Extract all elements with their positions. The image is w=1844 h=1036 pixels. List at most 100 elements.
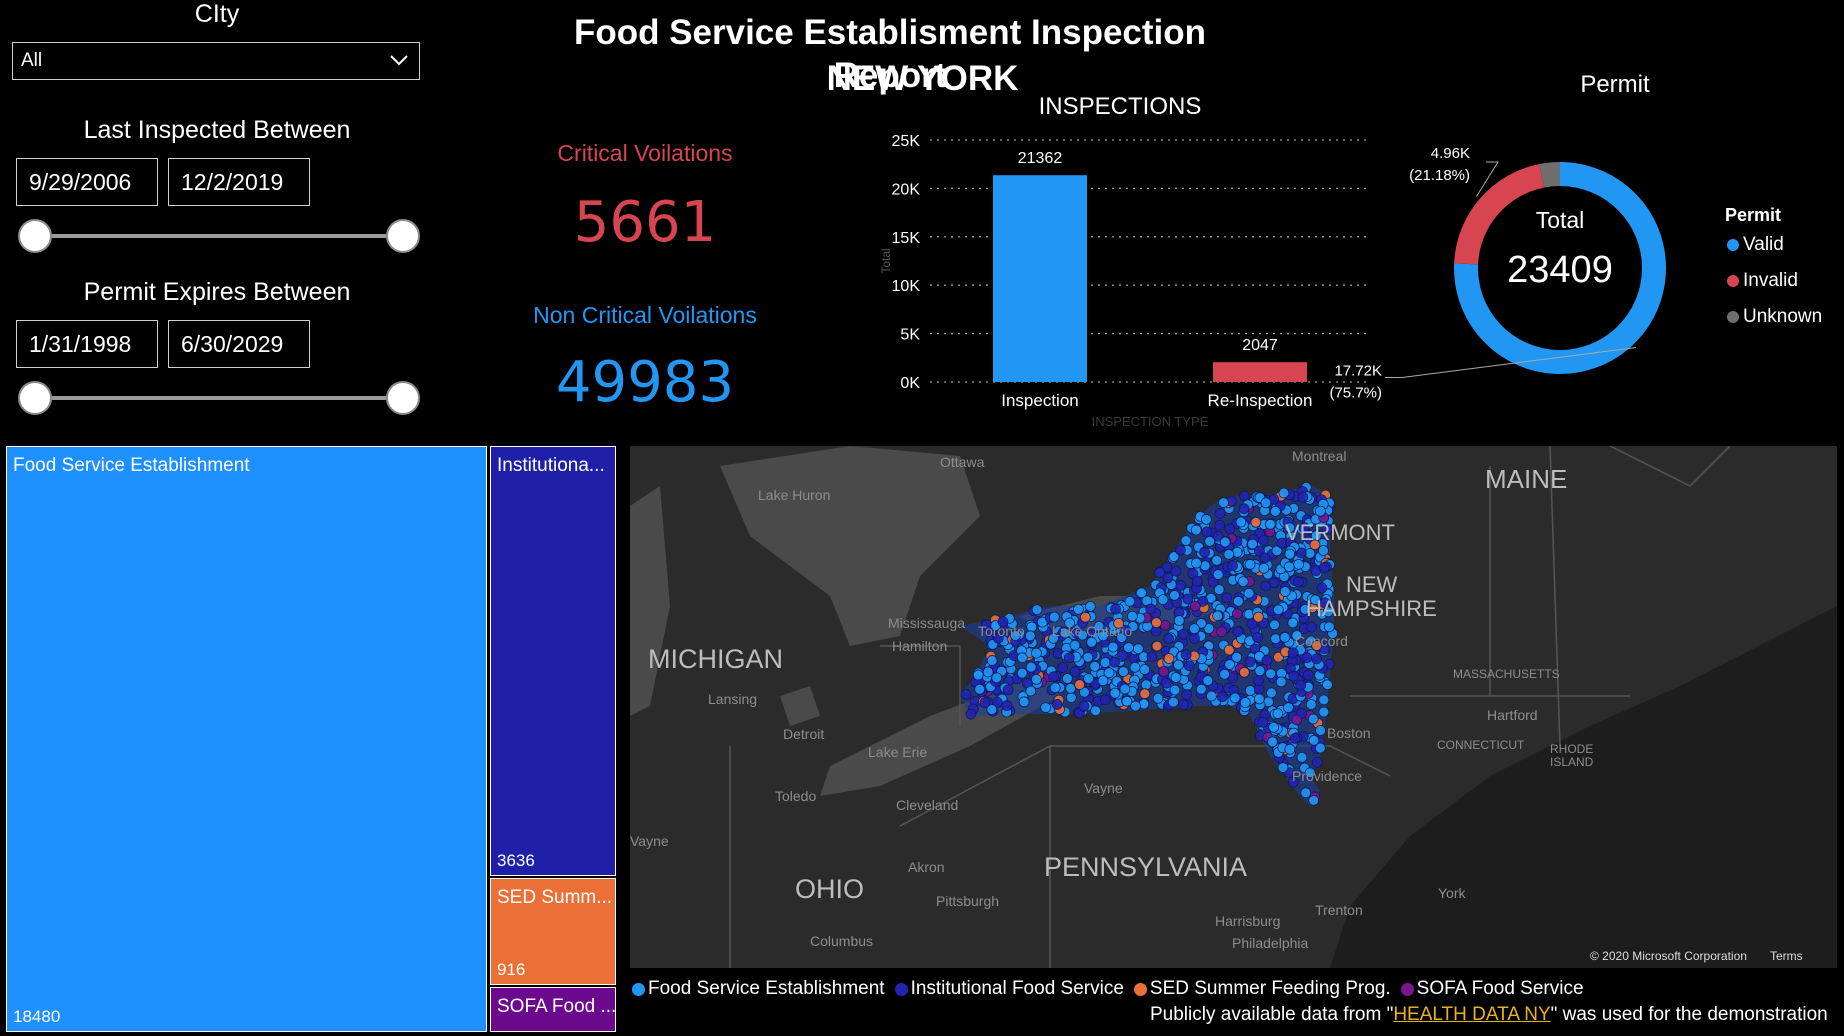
map-point[interactable] (1224, 659, 1236, 670)
map-point[interactable] (1311, 653, 1323, 665)
map-point[interactable] (960, 688, 972, 700)
map-point[interactable] (1244, 656, 1256, 668)
map-point[interactable] (1295, 547, 1307, 559)
last-inspected-to-input[interactable]: 12/2/2019 (168, 158, 310, 206)
map-point[interactable] (1109, 656, 1120, 668)
map-point[interactable] (1152, 692, 1164, 704)
last-inspected-slider-track[interactable] (34, 234, 404, 238)
map-point[interactable] (1318, 694, 1330, 706)
map-point[interactable] (1318, 706, 1330, 718)
map-point[interactable] (1270, 633, 1282, 645)
map-point[interactable] (1309, 594, 1321, 606)
map-point[interactable] (1289, 732, 1301, 744)
map-point[interactable] (1266, 687, 1277, 699)
map-point[interactable] (1173, 659, 1184, 671)
map-point[interactable] (1231, 608, 1243, 620)
map-point[interactable] (1049, 682, 1061, 694)
map-point[interactable] (1025, 685, 1037, 697)
map-point[interactable] (992, 632, 1004, 644)
map-legend-item[interactable]: SED Summer Feeding Prog. (1133, 978, 1391, 1000)
treemap-tile-sed-summer-feeding-prog-[interactable]: SED Summ... 916 (490, 878, 616, 985)
map-point[interactable] (1267, 736, 1278, 748)
map-terms-link[interactable]: Terms (1770, 949, 1803, 963)
map-point[interactable] (1308, 795, 1320, 806)
map-point[interactable] (1145, 603, 1157, 615)
map-point[interactable] (1182, 593, 1194, 605)
map-point[interactable] (1190, 524, 1202, 536)
map-point[interactable] (1279, 631, 1291, 643)
map-point[interactable] (1181, 689, 1193, 701)
map-point[interactable] (1089, 660, 1101, 672)
map-point[interactable] (1261, 654, 1273, 666)
map-point[interactable] (1311, 640, 1323, 652)
map-point[interactable] (1243, 587, 1255, 599)
map-point[interactable] (1278, 487, 1290, 499)
map-point[interactable] (1268, 721, 1280, 733)
map-point[interactable] (1097, 630, 1109, 642)
map-point[interactable] (1025, 661, 1037, 673)
map-point[interactable] (1277, 762, 1289, 773)
map-point[interactable] (1168, 696, 1179, 708)
map-point[interactable] (1301, 652, 1313, 664)
map-point[interactable] (974, 683, 986, 695)
map-point[interactable] (1232, 626, 1244, 637)
map-point[interactable] (1279, 586, 1291, 597)
map-point[interactable] (1084, 600, 1096, 612)
map-point[interactable] (1232, 595, 1244, 607)
last-inspected-slider-end-handle[interactable] (386, 219, 420, 253)
map-point[interactable] (1113, 617, 1125, 629)
permit-expires-slider-end-handle[interactable] (386, 381, 420, 415)
map-point[interactable] (1009, 630, 1021, 641)
map-point[interactable] (1304, 767, 1316, 779)
map-point[interactable] (1173, 615, 1185, 626)
map-point[interactable] (991, 696, 1003, 708)
map-point[interactable] (1189, 633, 1200, 644)
donut-slice-unknown[interactable] (1539, 162, 1560, 188)
permit-expires-slider-track[interactable] (34, 396, 404, 400)
map-point[interactable] (1123, 642, 1134, 653)
map-point[interactable] (1252, 611, 1264, 623)
map-point[interactable] (1175, 544, 1186, 556)
donut-slice-invalid[interactable] (1454, 164, 1545, 265)
map-point[interactable] (1287, 647, 1299, 659)
map-point[interactable] (1214, 519, 1226, 531)
map-point[interactable] (1195, 683, 1207, 695)
map-point[interactable] (1311, 756, 1323, 768)
map-point[interactable] (1129, 661, 1141, 673)
map-point[interactable] (1119, 683, 1131, 695)
map-point[interactable] (1322, 523, 1333, 535)
map-point[interactable] (1073, 603, 1084, 615)
map-point[interactable] (1204, 535, 1216, 547)
map-point[interactable] (1132, 643, 1144, 655)
map-point[interactable] (1291, 714, 1303, 726)
map-point[interactable] (1213, 584, 1225, 595)
map-point[interactable] (982, 666, 994, 678)
map-point[interactable] (1117, 650, 1128, 661)
map-point[interactable] (1191, 557, 1202, 569)
permit-expires-from-input[interactable]: 1/31/1998 (16, 320, 158, 368)
map-point[interactable] (1109, 687, 1121, 699)
map-point[interactable] (1178, 699, 1190, 711)
map-point[interactable] (1237, 576, 1249, 588)
map-point[interactable] (1212, 569, 1224, 580)
map-point[interactable] (1170, 565, 1182, 577)
map-point[interactable] (1001, 700, 1013, 711)
map-point[interactable] (1259, 552, 1271, 564)
map-point[interactable] (1298, 522, 1310, 533)
map-point[interactable] (1283, 702, 1294, 714)
map-point[interactable] (1126, 610, 1138, 622)
map-point[interactable] (1030, 647, 1042, 659)
map-point[interactable] (986, 704, 998, 715)
map-point[interactable] (1124, 595, 1136, 607)
map-point[interactable] (1275, 676, 1287, 688)
map-point[interactable] (1223, 644, 1235, 656)
map-point[interactable] (991, 672, 1003, 684)
map-point[interactable] (1183, 660, 1195, 672)
map-point[interactable] (1099, 694, 1111, 706)
map-point[interactable] (1136, 587, 1147, 599)
map-point[interactable] (1180, 535, 1192, 547)
map-point[interactable] (1284, 548, 1296, 560)
map-point[interactable] (1146, 651, 1158, 663)
map-point[interactable] (1322, 679, 1333, 691)
map-point[interactable] (1272, 708, 1284, 720)
